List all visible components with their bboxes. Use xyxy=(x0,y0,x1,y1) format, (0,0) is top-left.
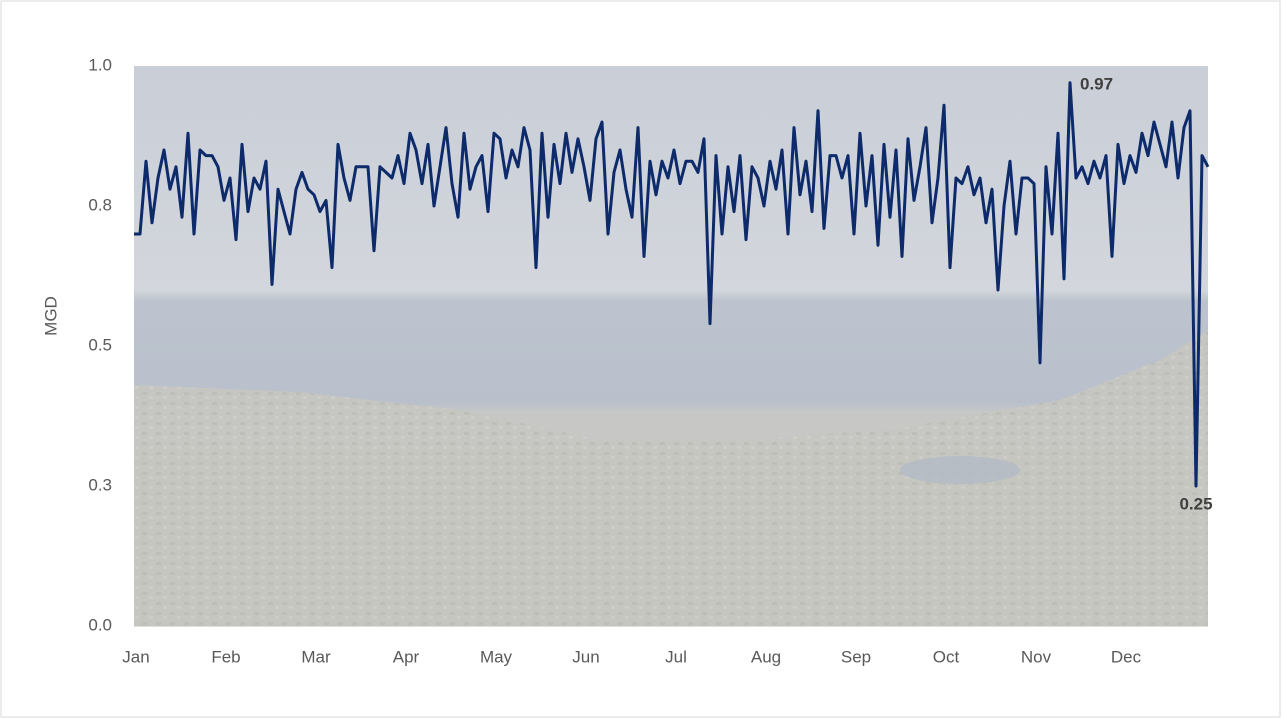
x-tick-label: Apr xyxy=(393,647,420,666)
x-tick-label: Jul xyxy=(665,647,687,666)
y-tick-label: 0.0 xyxy=(88,615,112,634)
x-tick-label: Jan xyxy=(122,647,149,666)
data-line xyxy=(134,81,1210,488)
y-tick-label: 0.3 xyxy=(88,475,112,494)
y-tick-label: 1.0 xyxy=(88,55,112,74)
x-tick-label: Feb xyxy=(211,647,240,666)
value-label: 0.25 xyxy=(1179,494,1212,513)
x-tick-label: Oct xyxy=(933,647,960,666)
x-tick-label: Jun xyxy=(572,647,599,666)
y-tick-label: 0.8 xyxy=(88,195,112,214)
value-label: 0.97 xyxy=(1080,74,1113,93)
x-tick-label: Nov xyxy=(1021,647,1052,666)
x-tick-label: Dec xyxy=(1111,647,1142,666)
y-axis-label: MGD xyxy=(41,296,60,336)
x-tick-label: Aug xyxy=(751,647,781,666)
y-tick-label: 0.5 xyxy=(88,335,112,354)
x-tick-label: Sep xyxy=(841,647,871,666)
x-tick-label: May xyxy=(480,647,513,666)
x-tick-label: Mar xyxy=(301,647,331,666)
background-photo xyxy=(134,66,1208,626)
